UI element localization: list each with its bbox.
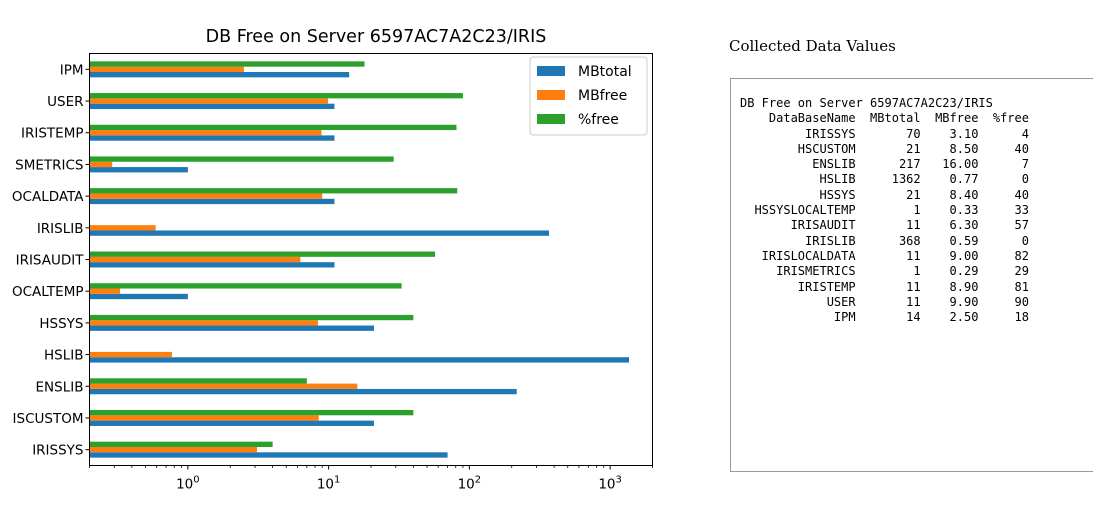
y-axis: IRISSYS ISCUSTOM ENSLIB HSLIB HSSYS OCALTEMP I… — [12, 62, 90, 459]
bar-pctfree-irisaudit — [89, 251, 436, 257]
bar-mbfree-hssys — [89, 320, 318, 326]
bar-mbfree-enslib — [89, 383, 358, 389]
bar-mbfree-ipm — [89, 66, 244, 73]
report-row: HSSYS 21 8.40 40 — [819, 187, 1029, 202]
bar-mbfree-irislib — [89, 225, 156, 231]
db-free-chart: DB Free on Server 6597AC7A2C23/IRIS IRIS… — [12, 27, 653, 493]
bar-mbfree-iristemp — [89, 130, 322, 136]
report-row: IRISLIB 368 0.59 0 — [805, 233, 1029, 248]
bars-layer — [89, 61, 630, 458]
bar-mbfree-irismetrics — [89, 161, 113, 168]
legend-label: %free — [578, 112, 619, 128]
bar-pctfree-irismetrics — [89, 156, 394, 162]
bar-mbtotal-irisaudit — [89, 262, 335, 268]
report-row: USER 11 9.90 90 — [826, 294, 1029, 309]
y-tick-label: ENSLIB — [36, 379, 84, 395]
x-axis: 100 101 102 103 — [89, 465, 653, 493]
chart-title: DB Free on Server 6597AC7A2C23/IRIS — [206, 27, 547, 47]
bar-mbtotal-hssys — [89, 325, 374, 331]
bar-mbfree-hslib — [89, 351, 172, 358]
legend-swatch-mbtotal — [537, 66, 565, 76]
legend-swatch-mbfree — [537, 90, 565, 100]
report-row: IRISTEMP 11 8.90 81 — [797, 279, 1029, 294]
y-tick-label: SMETRICS — [15, 157, 83, 173]
bar-mbfree-hssyslocaltemp — [89, 288, 121, 294]
bar-mbfree-irisaudit — [89, 256, 301, 263]
bar-mbfree-hscustom — [89, 415, 319, 421]
report-row: IPM 14 2.50 18 — [833, 310, 1029, 325]
bar-pctfree-iristemp — [89, 124, 457, 131]
report-row: IRISSYS 70 3.10 4 — [805, 126, 1029, 141]
y-tick-label: OCALDATA — [12, 189, 84, 205]
report-row: HSLIB 1362 0.77 0 — [819, 172, 1029, 187]
bar-mbtotal-hscustom — [89, 420, 374, 426]
report-header-row: DataBaseName MBtotal MBfree %free — [768, 111, 1029, 126]
y-tick-label: IRISSYS — [32, 443, 83, 459]
bar-mbfree-irislocaldata — [89, 193, 323, 199]
bar-mbtotal-irissys — [89, 452, 448, 458]
bar-pctfree-hssys — [89, 314, 414, 321]
legend: MBtotal MBfree %free — [529, 56, 648, 136]
bar-mbtotal-hssyslocaltemp — [89, 293, 188, 300]
bar-mbtotal-iristemp — [89, 135, 335, 141]
bar-mbtotal-hslib — [89, 357, 630, 363]
legend-label: MBfree — [578, 88, 627, 104]
y-tick-label: IPM — [60, 62, 84, 78]
bar-pctfree-irissys — [89, 441, 273, 447]
x-tick-label: 103 — [598, 475, 622, 493]
x-tick-label: 100 — [176, 475, 200, 493]
bar-mbfree-user — [89, 98, 329, 104]
report-row: IRISMETRICS 1 0.29 29 — [776, 264, 1029, 279]
data-values-panel: DB Free on Server 6597AC7A2C23/IRIS Data… — [730, 78, 1093, 472]
report-row: ENSLIB 217 16.00 7 — [812, 157, 1029, 172]
y-tick-label: OCALTEMP — [12, 284, 84, 300]
y-tick-label: HSSYS — [39, 316, 83, 332]
y-tick-label: USER — [47, 94, 83, 110]
bar-mbtotal-irismetrics — [89, 167, 188, 173]
data-values-text: DB Free on Server 6597AC7A2C23/IRIS Data… — [740, 96, 1029, 325]
collected-data-heading: Collected Data Values — [729, 37, 896, 55]
report-title: DB Free on Server 6597AC7A2C23/IRIS — [740, 96, 993, 110]
bar-mbtotal-user — [89, 103, 335, 110]
bar-mbfree-irissys — [89, 446, 258, 453]
bar-pctfree-user — [89, 93, 463, 99]
bar-pctfree-hscustom — [89, 409, 414, 416]
report-row: HSSYSLOCALTEMP 1 0.33 33 — [754, 203, 1029, 218]
report-row: HSCUSTOM 21 8.50 40 — [797, 141, 1029, 156]
report-row: IRISLOCALDATA 11 9.00 82 — [761, 248, 1029, 263]
y-tick-label: HSLIB — [44, 348, 84, 364]
bar-mbtotal-irislib — [89, 230, 550, 236]
bar-pctfree-enslib — [89, 378, 307, 384]
bar-pctfree-hssyslocaltemp — [89, 283, 402, 289]
y-tick-label: IRISTEMP — [21, 126, 83, 142]
bar-mbtotal-ipm — [89, 72, 350, 78]
y-tick-label: ISCUSTOM — [13, 411, 84, 427]
legend-label: MBtotal — [578, 64, 632, 80]
x-tick-label: 101 — [317, 475, 341, 493]
y-tick-label: IRISLIB — [37, 221, 84, 237]
bar-pctfree-irislocaldata — [89, 188, 458, 194]
bar-pctfree-ipm — [89, 61, 365, 67]
x-tick-label: 102 — [458, 475, 482, 493]
report-row: IRISAUDIT 11 6.30 57 — [790, 218, 1029, 233]
legend-swatch-pctfree — [537, 114, 565, 124]
bar-mbtotal-enslib — [89, 388, 517, 395]
bar-mbtotal-irislocaldata — [89, 198, 335, 205]
y-tick-label: IRISAUDIT — [16, 253, 85, 269]
